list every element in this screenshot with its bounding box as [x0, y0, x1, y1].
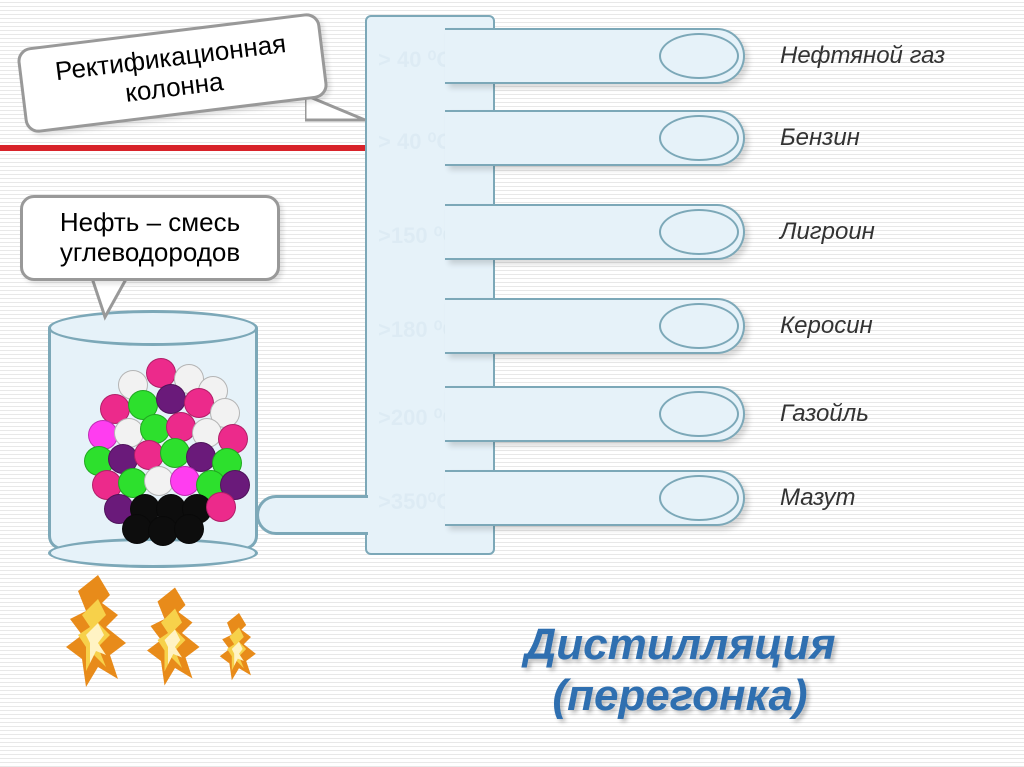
- fraction-pipe-4: [445, 386, 745, 442]
- molecule-6: [156, 384, 186, 414]
- flame-icon-1: [140, 585, 210, 700]
- fraction-label-5: Мазут: [780, 484, 855, 512]
- callout-oil-line2: углеводородов: [39, 238, 261, 268]
- column-temp-5: >350⁰С: [378, 489, 452, 515]
- molecule-31: [206, 492, 236, 522]
- fraction-bubble-4: [659, 391, 739, 437]
- column-temp-1: > 40 ⁰С: [378, 129, 452, 155]
- fraction-pipe-5: [445, 470, 745, 526]
- fraction-bubble-2: [659, 209, 739, 255]
- diagram-title: Дистилляция (перегонка): [400, 620, 960, 721]
- flame-icon-0: [58, 575, 138, 700]
- fraction-label-3: Керосин: [780, 312, 873, 340]
- title-line1: Дистилляция: [400, 620, 960, 671]
- fraction-bubble-5: [659, 475, 739, 521]
- fraction-pipe-1: [445, 110, 745, 166]
- fraction-pipe-3: [445, 298, 745, 354]
- fraction-label-2: Лигроин: [780, 218, 875, 246]
- molecules-cluster: [48, 310, 258, 560]
- molecule-34: [174, 514, 204, 544]
- flame-icon-2: [215, 610, 263, 693]
- fraction-pipe-0: [445, 28, 745, 84]
- fraction-bubble-3: [659, 303, 739, 349]
- title-line2: (перегонка): [400, 671, 960, 722]
- red-divider-line: [0, 145, 365, 151]
- fraction-bubble-1: [659, 115, 739, 161]
- callout-oil-line1: Нефть – смесь: [39, 208, 261, 238]
- fraction-label-1: Бензин: [780, 124, 860, 152]
- callout-oil: Нефть – смесь углеводородов: [20, 195, 280, 281]
- column-temp-0: > 40 ⁰С: [378, 47, 452, 73]
- fraction-bubble-0: [659, 33, 739, 79]
- fraction-label-0: Нефтяной газ: [780, 42, 945, 70]
- fraction-pipe-2: [445, 204, 745, 260]
- pipe-beaker-to-column: [256, 495, 368, 535]
- oil-beaker: [48, 310, 258, 560]
- fraction-label-4: Газойль: [780, 400, 869, 428]
